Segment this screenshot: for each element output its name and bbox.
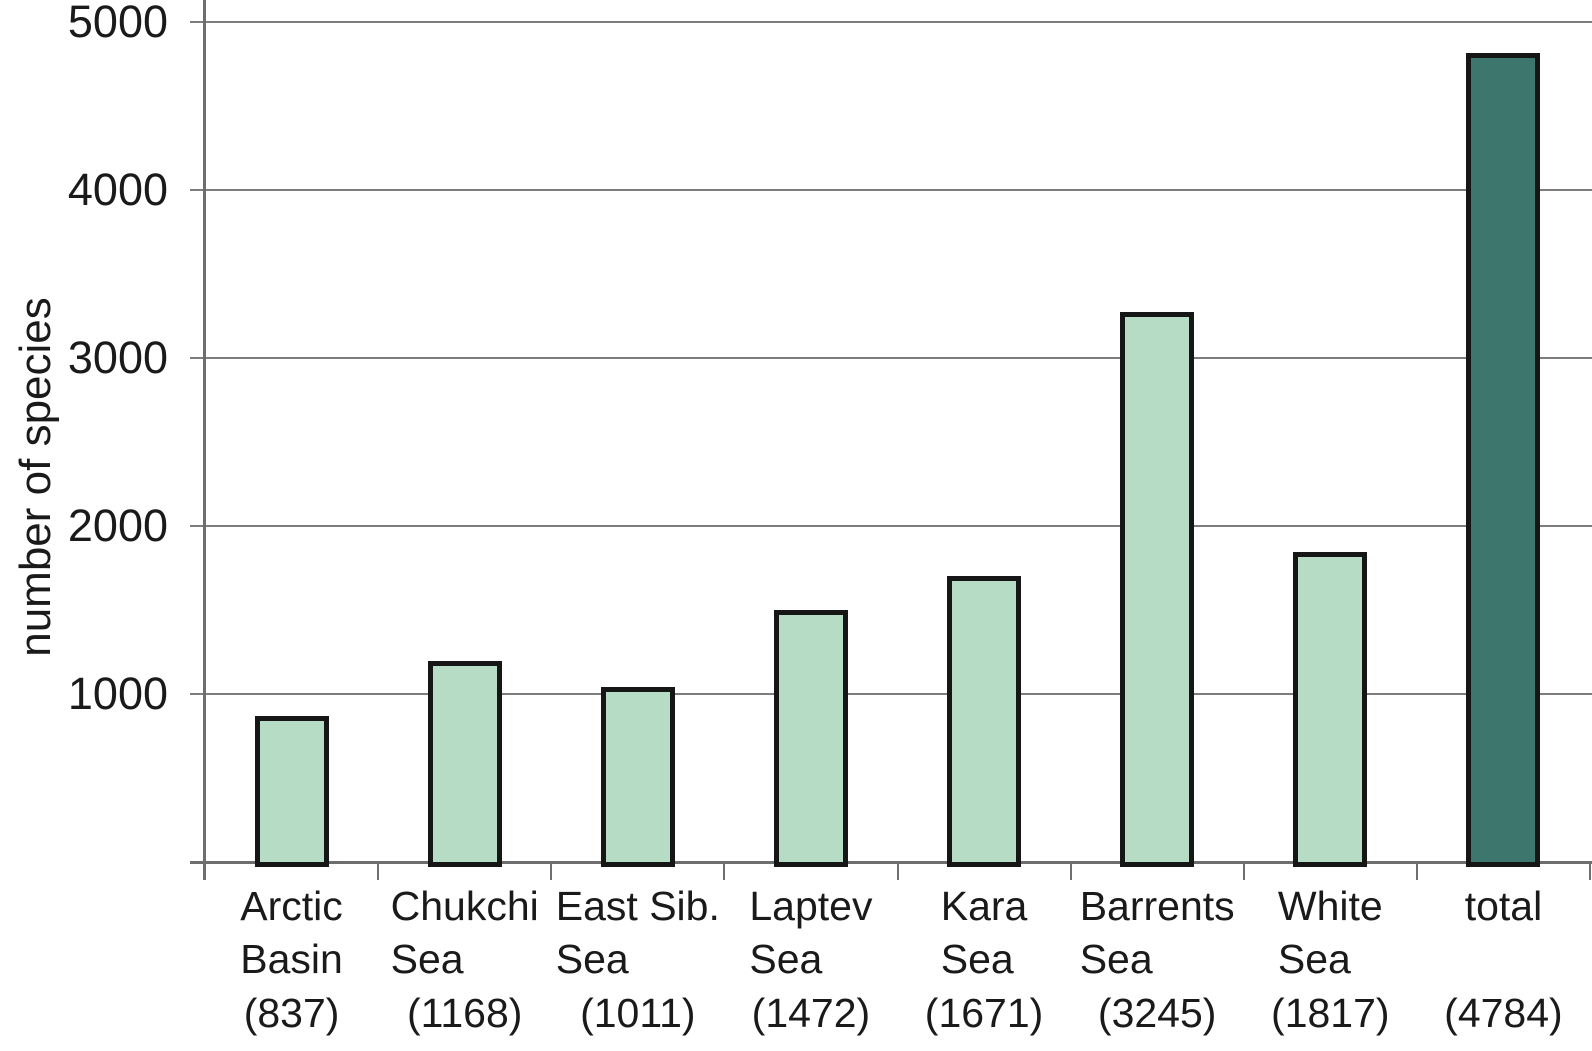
category-count: (4784): [1444, 990, 1563, 1036]
y-tick-label-4000: 4000: [67, 164, 168, 215]
category-count: (3245): [1097, 990, 1217, 1036]
category-label-cell: White Sea (1817): [1244, 880, 1417, 1036]
category-count: (837): [243, 990, 340, 1036]
bar: [254, 716, 329, 867]
category-name: Kara Sea: [940, 883, 1028, 982]
gridline-5000: [190, 21, 1592, 23]
bar-total: [1466, 53, 1541, 867]
bar: [1293, 551, 1368, 867]
category-count: (1168): [406, 990, 523, 1036]
y-tick-label-5000: 5000: [67, 0, 168, 47]
x-tick-4: [896, 864, 899, 880]
x-tick-8: [1589, 864, 1591, 880]
x-tick-5: [1069, 864, 1072, 880]
bar: [1120, 311, 1195, 867]
category-name: East Sib. Sea: [555, 883, 720, 982]
bar: [773, 609, 848, 867]
category-label-cell: Laptev Sea (1472): [724, 880, 897, 1036]
x-tick-2: [550, 864, 553, 880]
category-name: Laptev Sea: [749, 883, 873, 982]
category-count: (1472): [751, 990, 871, 1036]
y-tick-label-1000: 1000: [67, 668, 168, 719]
y-tick-label-2000: 2000: [67, 500, 168, 551]
category-label-cell: Arctic Basin (837): [205, 880, 378, 1036]
gridline-2000: [190, 525, 1592, 527]
category-label-cell: Kara Sea (1671): [898, 880, 1071, 1036]
gridline-3000: [190, 357, 1592, 359]
bar: [947, 576, 1022, 867]
category-name: Barrents Sea: [1079, 883, 1235, 982]
category-label-cell: Chukchi Sea (1168): [378, 880, 551, 1036]
category-label-cell: Barrents Sea (3245): [1071, 880, 1244, 1036]
category-count: (1817): [1271, 990, 1390, 1036]
gridline-4000: [190, 189, 1592, 191]
gridline-1000: [190, 693, 1592, 695]
category-name: total: [1464, 883, 1543, 929]
y-axis-line: [203, 0, 206, 880]
category-name: White Sea: [1277, 883, 1383, 982]
category-name: Chukchi Sea: [390, 883, 539, 982]
x-tick-7: [1415, 864, 1418, 880]
x-tick-1: [377, 864, 380, 880]
bar: [427, 660, 502, 867]
y-tick-label-3000: 3000: [67, 332, 168, 383]
category-count: (1011): [580, 990, 696, 1036]
category-name: Arctic Basin: [240, 883, 343, 982]
category-count: (1671): [924, 990, 1044, 1036]
x-tick-3: [723, 864, 726, 880]
category-label-cell: total (4784): [1417, 880, 1590, 1036]
x-tick-6: [1242, 864, 1245, 880]
bar: [600, 687, 675, 867]
x-axis-line: [190, 861, 1592, 864]
category-label-cell: East Sib. Sea (1011): [551, 880, 724, 1036]
